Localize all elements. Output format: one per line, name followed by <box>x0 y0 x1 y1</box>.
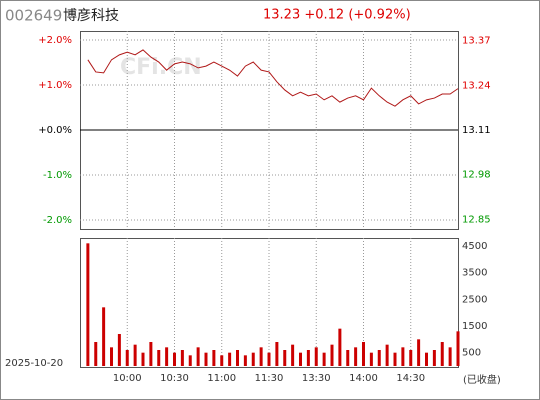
volume-bar <box>180 350 184 366</box>
volume-bar <box>393 352 397 366</box>
y-tick-label: +2.0% <box>38 35 72 46</box>
status-label: (已收盘) <box>463 373 501 386</box>
y2-tick-label: 12.98 <box>462 170 491 181</box>
volume-bar <box>165 347 169 366</box>
volume-bar <box>322 352 326 366</box>
volume-bar <box>228 352 232 366</box>
volume-bar <box>425 352 428 366</box>
date-label: 2025-10-20 <box>5 358 63 369</box>
volume-bar <box>283 350 287 366</box>
volume-bar <box>330 344 334 366</box>
y2-tick-label: 12.85 <box>462 214 491 225</box>
volume-bar <box>117 334 121 366</box>
volume-bar <box>306 350 310 366</box>
y-tick-label: -2.0% <box>43 215 72 226</box>
volume-bar <box>149 342 153 366</box>
volume-bar <box>86 243 90 366</box>
y-tick-label: 1500 <box>462 321 487 332</box>
y-tick-label: 500 <box>462 348 481 359</box>
y2-tick-label: 13.37 <box>462 36 491 47</box>
volume-bar <box>275 342 279 366</box>
y2-tick-label: 13.24 <box>462 80 491 91</box>
volume-bar <box>291 344 295 366</box>
volume-bar <box>409 350 413 366</box>
x-tick-label: 11:00 <box>207 373 236 384</box>
volume-bar <box>440 342 444 366</box>
volume-bar <box>377 350 381 366</box>
volume-bar <box>401 347 405 366</box>
volume-bar <box>267 352 271 366</box>
volume-bar <box>251 352 255 366</box>
stock-code: 002649 <box>5 7 62 25</box>
price-line <box>87 49 459 107</box>
x-tick-label: 13:30 <box>302 373 331 384</box>
volume-bar <box>212 350 216 366</box>
volume-bar <box>157 350 161 366</box>
volume-bar <box>385 344 389 366</box>
volume-bar <box>173 352 176 366</box>
volume-bar <box>314 347 318 366</box>
volume-bar <box>299 352 302 366</box>
y-tick-label: +0.0% <box>38 125 72 136</box>
watermark: CFi.CN <box>120 55 202 80</box>
volume-bar <box>133 344 137 366</box>
x-tick-label: 10:30 <box>160 373 189 384</box>
volume-bar <box>243 355 247 366</box>
volume-bar <box>354 347 358 366</box>
volume-bar <box>417 339 421 366</box>
y2-tick-label: 13.11 <box>462 125 491 136</box>
volume-bar <box>196 347 200 366</box>
y-tick-label: 4500 <box>462 241 487 252</box>
y-tick-label: -1.0% <box>43 170 72 181</box>
volume-bar <box>102 307 106 366</box>
quote: 13.23 +0.12 (+0.92%) <box>263 8 411 23</box>
y-tick-label: 2500 <box>462 294 487 305</box>
x-tick-label: 14:00 <box>349 373 378 384</box>
volume-bar <box>204 352 208 366</box>
stock-name: 博彦科技 <box>63 7 119 24</box>
x-tick-label: 10:00 <box>113 373 142 384</box>
volume-bar <box>456 331 460 366</box>
volume-bar <box>110 347 113 366</box>
volume-bar <box>338 328 342 366</box>
y-tick-label: +1.0% <box>38 80 72 91</box>
volume-bar <box>188 355 192 366</box>
volume-bar <box>236 350 239 366</box>
y-tick-label: 3500 <box>462 268 487 279</box>
volume-bar <box>432 350 436 366</box>
volume-bar <box>141 352 145 366</box>
volume-bar <box>259 347 263 366</box>
x-tick-label: 14:30 <box>396 373 425 384</box>
volume-bar <box>125 350 129 366</box>
x-tick-label: 11:30 <box>255 373 284 384</box>
volume-bar <box>362 342 365 366</box>
volume-bar <box>220 355 224 366</box>
volume-bar <box>94 342 98 366</box>
volume-bar <box>369 352 373 366</box>
volume-bar <box>448 347 452 366</box>
volume-bar <box>346 350 350 366</box>
